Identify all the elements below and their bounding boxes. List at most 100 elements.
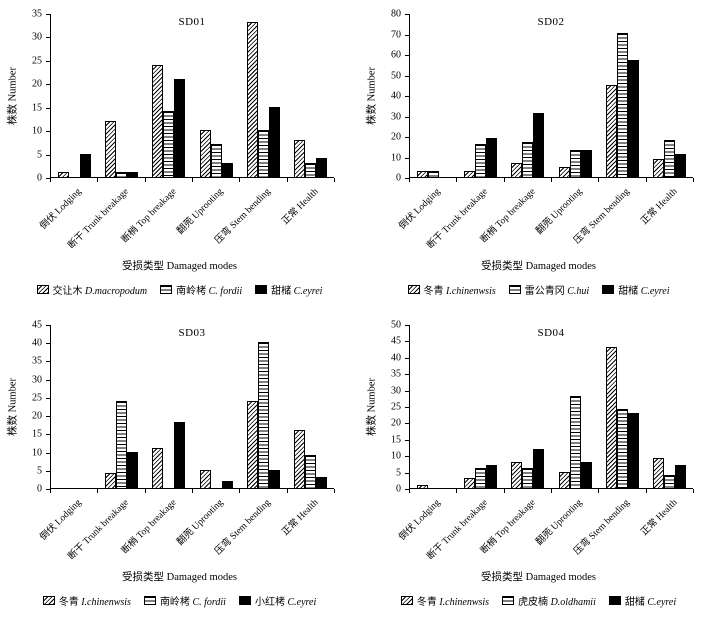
y-tick-mark [46, 107, 50, 109]
y-tick-mark [405, 341, 409, 343]
bar-groups [51, 14, 334, 177]
x-tick-mark [645, 489, 647, 493]
y-tick-mark [46, 452, 50, 454]
bar-solid [174, 422, 186, 488]
legend-swatch-diagonal [400, 596, 413, 605]
x-axis-title: 受损类型 Damaged modes [122, 261, 237, 272]
bar-groups [51, 325, 334, 488]
legend-swatch-solid [238, 596, 251, 605]
bar-horizontal [163, 111, 175, 177]
bar-group [240, 342, 287, 488]
bar-horizontal [475, 144, 487, 177]
y-tick-label: 70 [391, 29, 401, 40]
legend-label-latin: D.oldhamii [550, 597, 596, 608]
bar-diagonal [511, 163, 523, 177]
y-tick-label: 35 [32, 8, 42, 20]
bar-diagonal [293, 140, 305, 177]
legend-label: 甜槠 C.eyrei [618, 282, 669, 297]
chart-title: SD03 [178, 327, 206, 339]
bar-horizontal [428, 171, 440, 177]
x-tick-mark [551, 178, 552, 182]
bar-diagonal [605, 347, 617, 488]
y-tick-label: 20 [391, 417, 401, 429]
bar-solid [127, 172, 139, 177]
y-tick-mark [46, 489, 50, 490]
bar-horizontal [616, 33, 628, 177]
legend-label-cn: 冬青 [423, 286, 447, 297]
x-tick-mark [239, 489, 241, 493]
x-tick-mark [551, 489, 552, 493]
bar-group [504, 449, 551, 488]
legend-swatch-diagonal [407, 285, 420, 294]
bar-group [552, 396, 599, 488]
bar-group [51, 154, 98, 177]
y-tick-mark [46, 470, 50, 472]
bar-diagonal [558, 167, 570, 177]
bar-solid [627, 413, 639, 488]
legend-label-cn: 冬青 [58, 597, 82, 608]
y-tick-label: 80 [391, 8, 401, 20]
x-tick-mark [334, 489, 335, 493]
y-tick-mark [405, 357, 409, 359]
y-tick-label: 0 [37, 172, 42, 184]
x-tick-label: 正常 Health [639, 497, 680, 538]
y-tick-label: 50 [391, 319, 401, 331]
legend-label: 冬青 I.chinenwsis [59, 593, 131, 608]
legend-label-latin: C. fordii [208, 286, 243, 297]
bar-diagonal [652, 159, 664, 177]
bar-solid [268, 470, 280, 488]
bar-group [457, 465, 504, 488]
chart-sd01: SD01 株数 Number 0 5 10 15 20 25 30 35 倒伏 Lodging 断干 … [0, 0, 359, 310]
bar-diagonal [417, 171, 429, 177]
bar-group [145, 422, 192, 488]
legend-label-cn: 甜槠 [271, 286, 294, 297]
legend-swatch-solid [255, 285, 268, 294]
bar-horizontal [116, 401, 128, 488]
bar-group [287, 430, 334, 488]
bar-diagonal [199, 130, 211, 177]
y-tick-label: 35 [32, 355, 42, 367]
bar-horizontal [663, 140, 675, 177]
y-tick-mark [46, 37, 50, 39]
plot-area [409, 325, 693, 489]
bar-horizontal [257, 342, 269, 488]
bar-solid [80, 154, 92, 177]
legend-label-latin: I.chinenwsis [81, 597, 131, 608]
bar-solid [315, 158, 327, 177]
x-tick-mark [286, 178, 288, 182]
bar-solid [533, 449, 545, 488]
bar-diagonal [199, 470, 211, 488]
y-tick-mark [46, 325, 50, 326]
x-axis-title: 受损类型 Damaged modes [122, 572, 237, 583]
legend-label-latin: C.eyrei [647, 597, 677, 608]
legend-item: 交让木 D.macropodum [36, 282, 147, 297]
legend: 冬青 I.chinenwsis 虎皮楠 D.oldhamii 甜槠 C.eyrei [359, 593, 718, 608]
y-tick-mark [46, 14, 50, 15]
bar-solid [674, 465, 686, 488]
y-tick-mark [405, 157, 409, 159]
y-tick-mark [405, 178, 409, 179]
y-tick-label: 5 [37, 149, 42, 161]
x-tick-mark [409, 489, 410, 493]
legend-label: 虎皮楠 D.oldhamii [518, 593, 596, 608]
y-tick-label: 30 [391, 385, 401, 397]
legend-label: 冬青 I.chinenwsis [417, 593, 489, 608]
legend-label-cn: 虎皮楠 [518, 597, 551, 608]
legend-label-latin: C.hui [567, 286, 590, 297]
bar-solid [533, 113, 545, 177]
y-axis-title: 株数 Number [7, 377, 19, 437]
bar-group [98, 401, 145, 488]
bar-group [287, 140, 334, 177]
plot-area [50, 325, 334, 489]
x-tick-mark [192, 489, 193, 493]
legend: 冬青 I.chinenwsis 雷公青冈 C.hui 甜槠 C.eyrei [359, 282, 718, 297]
y-tick-label: 25 [32, 55, 42, 67]
y-tick-label: 60 [391, 49, 401, 61]
bar-diagonal [246, 22, 258, 177]
chart-title: SD04 [537, 327, 565, 339]
bar-solid [486, 138, 498, 177]
legend-item: 小红栲 C.eyrei [238, 593, 316, 608]
bar-diagonal [58, 172, 70, 177]
bar-diagonal [293, 430, 305, 488]
